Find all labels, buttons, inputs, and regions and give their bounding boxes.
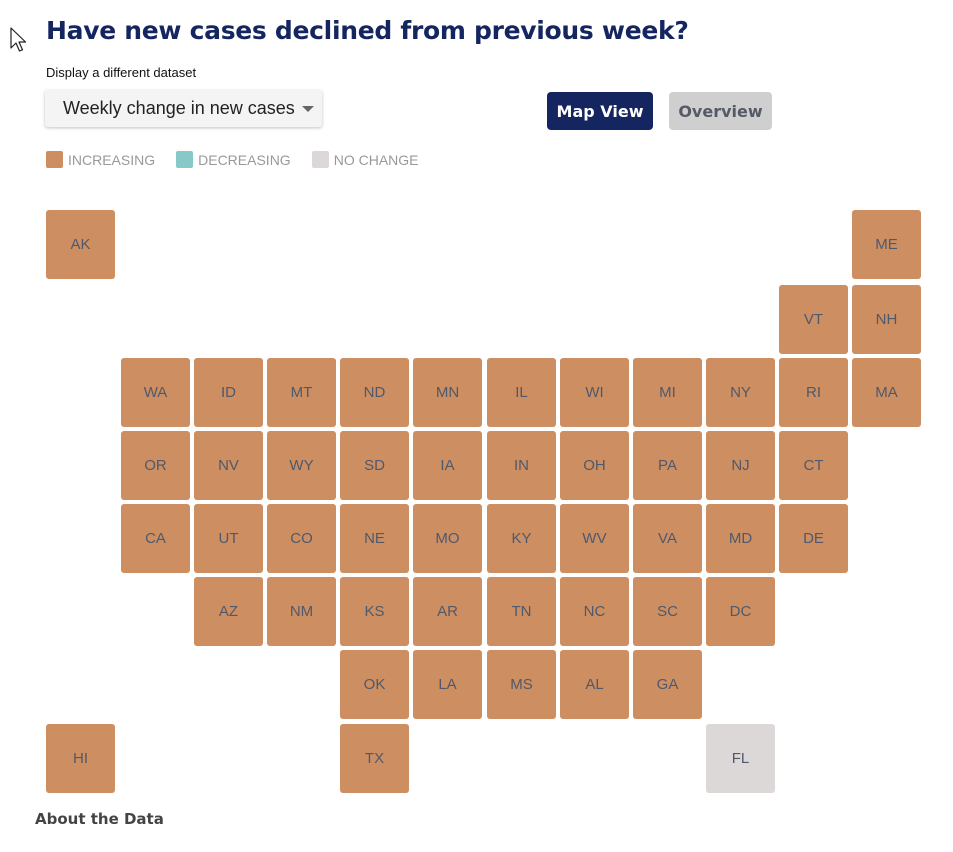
- dataset-dropdown[interactable]: Weekly change in new cases: [45, 90, 322, 127]
- state-tile-nm[interactable]: NM: [267, 577, 336, 646]
- state-tile-in[interactable]: IN: [487, 431, 556, 500]
- state-tile-ia[interactable]: IA: [413, 431, 482, 500]
- state-tile-ak[interactable]: AK: [46, 210, 115, 279]
- overview-button[interactable]: Overview: [669, 92, 772, 130]
- state-tile-or[interactable]: OR: [121, 431, 190, 500]
- page-title: Have new cases declined from previous we…: [46, 16, 689, 45]
- state-tile-sd[interactable]: SD: [340, 431, 409, 500]
- state-tile-az[interactable]: AZ: [194, 577, 263, 646]
- legend-item-increasing: INCREASING: [46, 151, 155, 168]
- state-tile-ok[interactable]: OK: [340, 650, 409, 719]
- state-tile-al[interactable]: AL: [560, 650, 629, 719]
- state-tile-tx[interactable]: TX: [340, 724, 409, 793]
- state-tile-ne[interactable]: NE: [340, 504, 409, 573]
- state-tile-ct[interactable]: CT: [779, 431, 848, 500]
- state-tile-oh[interactable]: OH: [560, 431, 629, 500]
- legend-item-no-change: NO CHANGE: [311, 151, 419, 168]
- state-tile-nv[interactable]: NV: [194, 431, 263, 500]
- legend-item-decreasing: DECREASING: [176, 151, 291, 168]
- legend-label-increasing: INCREASING: [68, 151, 156, 168]
- state-tile-dc[interactable]: DC: [706, 577, 775, 646]
- legend-swatch-decreasing: [176, 151, 194, 168]
- state-tile-mi[interactable]: MI: [633, 358, 702, 427]
- state-tile-wi[interactable]: WI: [560, 358, 629, 427]
- state-tile-la[interactable]: LA: [413, 650, 482, 719]
- state-tile-ut[interactable]: UT: [194, 504, 263, 573]
- state-tile-ny[interactable]: NY: [706, 358, 775, 427]
- state-tile-hi[interactable]: HI: [46, 724, 115, 793]
- state-tile-sc[interactable]: SC: [633, 577, 702, 646]
- state-tile-wy[interactable]: WY: [267, 431, 336, 500]
- state-tile-il[interactable]: IL: [487, 358, 556, 427]
- dataset-selected-value: Weekly change in new cases: [63, 98, 295, 118]
- legend-label-no-change: NO CHANGE: [333, 151, 419, 168]
- state-tile-me[interactable]: ME: [852, 210, 921, 279]
- chevron-down-icon: [302, 106, 314, 112]
- state-tile-tn[interactable]: TN: [487, 577, 556, 646]
- legend: INCREASING DECREASING NO CHANGE: [46, 151, 440, 168]
- state-tile-nj[interactable]: NJ: [706, 431, 775, 500]
- state-tile-ca[interactable]: CA: [121, 504, 190, 573]
- state-tile-co[interactable]: CO: [267, 504, 336, 573]
- state-tile-ma[interactable]: MA: [852, 358, 921, 427]
- state-tile-ar[interactable]: AR: [413, 577, 482, 646]
- state-tile-nc[interactable]: NC: [560, 577, 629, 646]
- legend-swatch-no-change: [311, 151, 329, 168]
- state-tile-ga[interactable]: GA: [633, 650, 702, 719]
- state-tile-pa[interactable]: PA: [633, 431, 702, 500]
- state-tile-ky[interactable]: KY: [487, 504, 556, 573]
- legend-label-decreasing: DECREASING: [198, 151, 291, 168]
- mouse-cursor-icon: [10, 27, 27, 52]
- state-tile-fl[interactable]: FL: [706, 724, 775, 793]
- state-tile-wv[interactable]: WV: [560, 504, 629, 573]
- state-tile-ks[interactable]: KS: [340, 577, 409, 646]
- state-tile-md[interactable]: MD: [706, 504, 775, 573]
- dataset-label: Display a different dataset: [46, 65, 197, 80]
- legend-swatch-increasing: [46, 151, 63, 168]
- about-the-data-link[interactable]: About the Data: [35, 810, 164, 828]
- state-tile-mn[interactable]: MN: [413, 358, 482, 427]
- state-tile-mt[interactable]: MT: [267, 358, 336, 427]
- state-tile-vt[interactable]: VT: [779, 285, 848, 354]
- state-tile-wa[interactable]: WA: [121, 358, 190, 427]
- state-tile-ri[interactable]: RI: [779, 358, 848, 427]
- map-view-button[interactable]: Map View: [547, 92, 653, 130]
- state-tile-mo[interactable]: MO: [413, 504, 482, 573]
- state-tile-ms[interactable]: MS: [487, 650, 556, 719]
- state-tile-nd[interactable]: ND: [340, 358, 409, 427]
- state-tile-nh[interactable]: NH: [852, 285, 921, 354]
- state-tile-va[interactable]: VA: [633, 504, 702, 573]
- state-tile-id[interactable]: ID: [194, 358, 263, 427]
- state-tile-de[interactable]: DE: [779, 504, 848, 573]
